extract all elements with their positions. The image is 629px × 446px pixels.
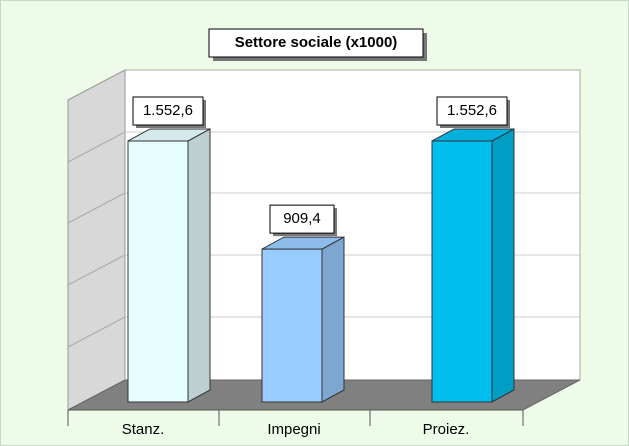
value-label: 1.552,6 bbox=[143, 102, 193, 119]
label-box bbox=[132, 96, 204, 126]
bar bbox=[261, 248, 323, 403]
bar-side bbox=[491, 128, 515, 403]
value-label: 1.552,6 bbox=[447, 102, 497, 119]
title-box bbox=[208, 28, 424, 58]
bar-side bbox=[187, 128, 211, 403]
bar bbox=[431, 140, 493, 403]
label-box bbox=[269, 204, 335, 234]
chart-title: Settore sociale (x1000) bbox=[235, 34, 398, 51]
value-label: 909,4 bbox=[283, 210, 321, 227]
x-axis bbox=[67, 409, 524, 426]
bar-side bbox=[321, 236, 345, 403]
x-tick-label: Impegni bbox=[267, 421, 320, 438]
side-wall bbox=[67, 69, 126, 411]
label-box bbox=[436, 96, 508, 126]
x-tick-label: Stanz. bbox=[122, 421, 165, 438]
bar bbox=[127, 140, 189, 403]
x-tick-label: Proiez. bbox=[423, 421, 470, 438]
